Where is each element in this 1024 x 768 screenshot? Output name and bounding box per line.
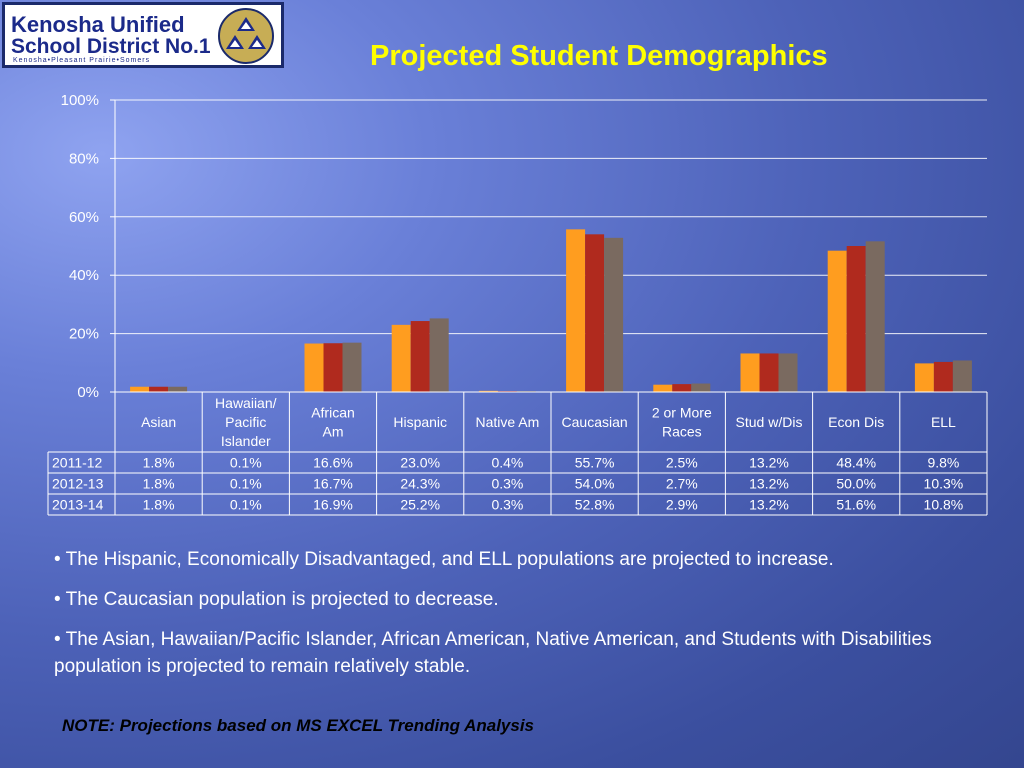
category-label: Native Am <box>475 414 539 430</box>
data-label: 24.3% <box>400 476 440 492</box>
bar <box>410 321 430 392</box>
bar <box>653 384 673 392</box>
data-label: 0.1% <box>230 476 262 492</box>
bar <box>566 229 586 392</box>
category-label: Hawaiian/Pacific Islander <box>215 395 277 449</box>
category-label: Econ Dis <box>828 414 884 430</box>
bar <box>168 386 188 392</box>
footnote: NOTE: Projections based on MS EXCEL Tren… <box>62 716 534 735</box>
data-label: 0.1% <box>230 455 262 471</box>
bar <box>778 353 798 392</box>
bar <box>952 360 972 392</box>
category-label: Stud w/Dis <box>736 414 803 430</box>
data-label: 0.3% <box>491 476 523 492</box>
bar <box>130 386 150 392</box>
logo-emblem-icon <box>218 8 274 64</box>
bar <box>914 363 934 392</box>
slide-title: Projected Student Demographics <box>370 40 828 72</box>
data-label: 0.4% <box>491 455 523 471</box>
y-tick-label: 40% <box>69 267 99 284</box>
bar <box>827 250 847 392</box>
logo-line-1: Kenosha Unified <box>11 12 185 37</box>
series-name: 2013-14 <box>52 497 104 513</box>
data-label: 0.1% <box>230 497 262 513</box>
category-label: African Am <box>311 405 355 440</box>
y-tick-label: 100% <box>61 92 99 109</box>
data-label: 10.8% <box>924 497 964 513</box>
data-label: 16.6% <box>313 455 353 471</box>
series-name: 2011-12 <box>52 455 103 471</box>
category-label: 2 or More Races <box>652 405 712 440</box>
bullet-item: • The Hispanic, Economically Disadvantag… <box>54 549 834 570</box>
bullet-item: • The Caucasian population is projected … <box>54 589 499 610</box>
bar <box>691 383 711 392</box>
series-name: 2012-13 <box>52 476 104 492</box>
bar <box>478 390 498 392</box>
data-label: 48.4% <box>836 455 876 471</box>
data-label: 1.8% <box>143 476 175 492</box>
bar <box>342 342 362 392</box>
data-label: 1.8% <box>143 497 175 513</box>
data-label: 2.5% <box>666 455 698 471</box>
data-label: 23.0% <box>400 455 440 471</box>
demographics-chart: 0% 20% 40% 60% 80% 100% Asian Hawaiian/Pacific I… <box>52 92 972 513</box>
data-label: 2.9% <box>666 497 698 513</box>
data-label: 55.7% <box>575 455 615 471</box>
bullet-item: • The Asian, Hawaiian/Pacific Islander, … <box>54 629 932 677</box>
bar <box>740 353 760 392</box>
bar <box>865 241 885 392</box>
data-label: 25.2% <box>400 497 440 513</box>
bullet-list: • The Hispanic, Economically Disadvantag… <box>54 546 1004 693</box>
data-label: 1.8% <box>143 455 175 471</box>
category-label: Hispanic <box>393 414 447 430</box>
category-label: Caucasian <box>562 414 628 430</box>
data-label: 9.8% <box>927 455 959 471</box>
y-tick-label: 80% <box>69 150 99 167</box>
bar <box>759 353 779 392</box>
data-label: 16.9% <box>313 497 353 513</box>
data-label: 52.8% <box>575 497 615 513</box>
category-label: ELL <box>931 414 956 430</box>
bar <box>149 386 169 392</box>
data-label: 13.2% <box>749 455 789 471</box>
bar <box>429 318 449 392</box>
data-label: 50.0% <box>836 476 876 492</box>
y-tick-label: 60% <box>69 209 99 226</box>
logo-line-2: School District No.1 <box>11 35 211 58</box>
bar <box>585 234 605 392</box>
y-tick-label: 0% <box>77 384 99 401</box>
bar <box>304 343 324 392</box>
data-label: 2.7% <box>666 476 698 492</box>
bar <box>846 246 866 392</box>
data-label: 16.7% <box>313 476 353 492</box>
bar <box>323 343 343 392</box>
data-label: 51.6% <box>836 497 876 513</box>
bar <box>672 384 692 392</box>
data-label: 13.2% <box>749 476 789 492</box>
district-logo: Kenosha Unified School District No.1 Ken… <box>2 2 284 68</box>
category-label: Asian <box>141 414 176 430</box>
bar <box>604 237 624 392</box>
data-label: 10.3% <box>924 476 964 492</box>
data-label: 0.3% <box>491 497 523 513</box>
logo-line-3: Kenosha•Pleasant Prairie•Somers <box>13 57 151 64</box>
data-label: 13.2% <box>749 497 789 513</box>
bar <box>391 324 411 392</box>
data-label: 54.0% <box>575 476 615 492</box>
bar <box>933 361 953 392</box>
y-tick-label: 20% <box>69 326 99 343</box>
